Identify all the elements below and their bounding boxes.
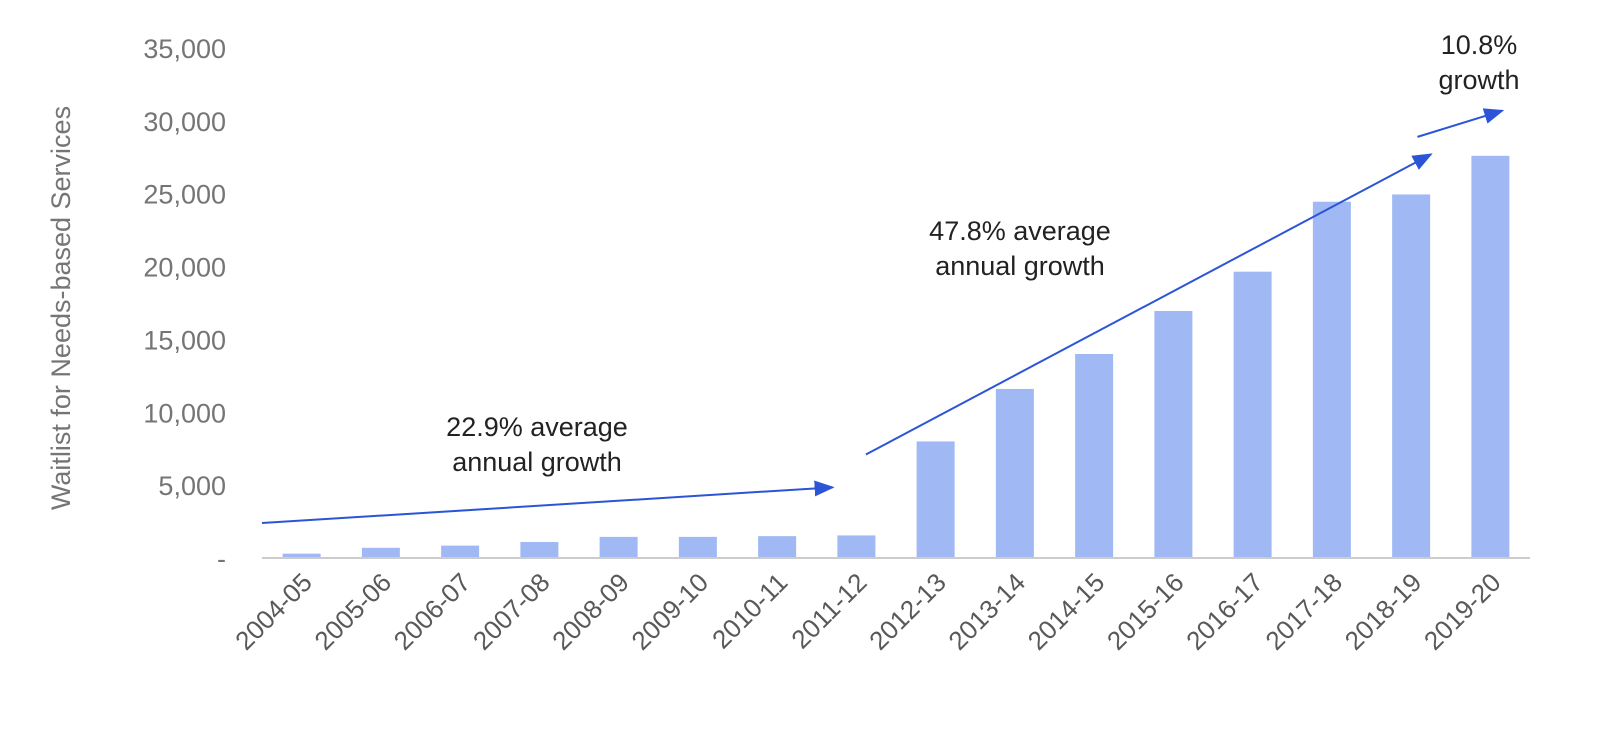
- bar-2019-20: [1471, 155, 1510, 559]
- y-tick-label: 25,000: [143, 180, 226, 210]
- y-tick-label: 15,000: [143, 325, 226, 355]
- bar-2006-07: [441, 545, 480, 558]
- x-tick-label: 2019-20: [1418, 567, 1507, 656]
- bar-2011-12: [837, 535, 876, 558]
- bar-2009-10: [678, 536, 717, 558]
- y-tick-label: 30,000: [143, 107, 226, 137]
- bar-2013-14: [995, 388, 1034, 558]
- x-tick-label: 2007-08: [467, 567, 556, 656]
- bar-2014-15: [1075, 354, 1114, 558]
- x-tick-label: 2005-06: [308, 567, 397, 656]
- annotation-text-mid: annual growth: [935, 251, 1105, 281]
- growth-arrow-late: [1417, 108, 1505, 138]
- bar-2017-18: [1312, 201, 1351, 558]
- bar-2012-13: [916, 441, 955, 558]
- bar-2015-16: [1154, 311, 1193, 558]
- x-tick-label: 2006-07: [388, 567, 477, 656]
- growth-arrow-early: [261, 480, 835, 525]
- y-axis-ticks: - 5,000 10,000 15,000 20,000 25,000 30,000 35,0…: [143, 34, 226, 574]
- bar-2018-19: [1392, 194, 1431, 558]
- annotation-text-mid: 47.8% average: [929, 216, 1111, 246]
- x-tick-label: 2009-10: [625, 567, 714, 656]
- bar-2008-09: [599, 536, 638, 558]
- bar-2005-06: [361, 547, 400, 558]
- annotation-text-late: growth: [1438, 65, 1519, 95]
- x-tick-label: 2015-16: [1101, 567, 1190, 656]
- x-tick-label: 2008-09: [546, 567, 635, 656]
- y-axis-title: Waitlist for Needs-based Services: [46, 106, 76, 510]
- x-tick-label: 2018-19: [1339, 567, 1428, 656]
- growth-annotations: 22.9% average annual growth 47.8% average a…: [261, 30, 1520, 525]
- bar-2010-11: [758, 536, 797, 558]
- annotation-text-early: annual growth: [452, 447, 622, 477]
- y-tick-label: -: [217, 544, 226, 574]
- x-tick-label: 2013-14: [942, 567, 1031, 656]
- y-tick-label: 10,000: [143, 398, 226, 428]
- y-tick-label: 5,000: [158, 471, 226, 501]
- bars-group: [282, 155, 1510, 559]
- x-tick-label: 2014-15: [1022, 567, 1111, 656]
- bar-2016-17: [1233, 271, 1272, 558]
- bar-2007-08: [520, 541, 559, 558]
- x-tick-label: 2004-05: [229, 567, 318, 656]
- x-axis-ticks: 2004-052005-062006-072007-082008-092009-…: [229, 567, 1506, 656]
- x-tick-label: 2017-18: [1259, 567, 1348, 656]
- y-tick-label: 20,000: [143, 253, 226, 283]
- x-tick-label: 2012-13: [863, 567, 952, 656]
- x-tick-label: 2011-12: [785, 567, 872, 654]
- growth-arrow-mid: [865, 153, 1433, 456]
- y-tick-label: 35,000: [143, 34, 226, 64]
- x-tick-label: 2010-11: [706, 567, 793, 654]
- annotation-text-early: 22.9% average: [446, 412, 628, 442]
- bar-2004-05: [282, 553, 321, 558]
- x-tick-label: 2016-17: [1180, 567, 1269, 656]
- annotation-text-late: 10.8%: [1441, 30, 1518, 60]
